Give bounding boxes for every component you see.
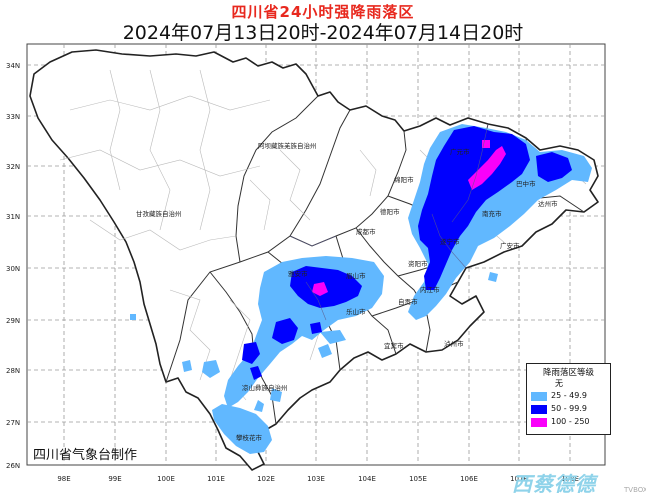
map-period: 2024年07月13日20时-2024年07月14日20时 — [122, 22, 524, 44]
lon-label: 100E — [157, 475, 175, 483]
place-label: 成都市 — [356, 227, 376, 236]
lat-label: 31N — [6, 213, 20, 221]
legend-swatch-none — [531, 379, 547, 388]
place-label: 南充市 — [482, 209, 502, 218]
place-label: 自贡市 — [398, 297, 418, 306]
lon-label: 101E — [207, 475, 225, 483]
legend: 降雨落区等级 无 25 - 49.9 50 - 99.9 100 - 250 — [526, 363, 611, 435]
place-label: 宜宾市 — [384, 341, 404, 350]
place-label: 阿坝藏族羌族自治州 — [258, 141, 317, 150]
lat-label: 30N — [6, 265, 20, 273]
place-label: 眉山市 — [346, 271, 366, 280]
place-label: 乐山市 — [346, 307, 366, 316]
legend-swatch-magenta — [531, 418, 547, 427]
legend-item: 25 - 49.9 — [531, 391, 609, 402]
legend-item: 100 - 250 — [531, 417, 609, 428]
lat-label: 34N — [6, 62, 20, 70]
place-label: 攀枝花市 — [236, 433, 263, 442]
lon-label: 106E — [460, 475, 478, 483]
legend-label: 100 - 250 — [551, 417, 590, 426]
lat-label: 32N — [6, 163, 20, 171]
watermark-small: TVBOX — [624, 486, 646, 494]
legend-label: 50 - 99.9 — [551, 404, 587, 413]
map-title: 四川省24小时强降雨落区 — [231, 3, 415, 21]
lat-label: 26N — [6, 462, 20, 470]
lon-label: 99E — [108, 475, 121, 483]
lon-label: 108E — [561, 475, 579, 483]
legend-title: 降雨落区等级 — [542, 368, 594, 378]
lon-label: 104E — [358, 475, 376, 483]
place-label: 达州市 — [538, 199, 558, 208]
watermark-logo: 西蔡德德 — [512, 472, 596, 496]
place-label: 资阳市 — [408, 259, 428, 268]
place-label: 内江市 — [420, 285, 440, 294]
place-label: 广元市 — [450, 147, 470, 156]
lon-label: 107E — [510, 475, 528, 483]
legend-label: 无 — [555, 379, 563, 388]
place-label: 德阳市 — [380, 207, 400, 216]
lon-label: 103E — [307, 475, 325, 483]
rain-area-50-99.9 — [242, 126, 572, 380]
lat-label: 27N — [6, 419, 20, 427]
legend-item: 50 - 99.9 — [531, 404, 609, 415]
lat-label: 28N — [6, 367, 20, 375]
place-label: 遂宁市 — [440, 237, 460, 246]
place-label: 凉山彝族自治州 — [242, 383, 288, 392]
lon-label: 105E — [409, 475, 427, 483]
rain-area-100-250 — [312, 140, 506, 296]
lon-label: 98E — [57, 475, 70, 483]
place-label: 绵阳市 — [394, 175, 414, 184]
legend-swatch-light-blue — [531, 392, 547, 401]
lat-label: 29N — [6, 317, 20, 325]
lat-label: 33N — [6, 113, 20, 121]
place-label: 巴中市 — [516, 179, 536, 188]
place-label: 广安市 — [500, 241, 520, 250]
agency-credit: 四川省气象台制作 — [33, 448, 138, 463]
place-label: 雅安市 — [288, 269, 308, 278]
lon-label: 102E — [257, 475, 275, 483]
legend-swatch-blue — [531, 405, 547, 414]
place-label: 甘孜藏族自治州 — [136, 209, 182, 218]
place-label: 泸州市 — [444, 339, 464, 348]
legend-item: 无 — [531, 379, 609, 389]
legend-label: 25 - 49.9 — [551, 391, 587, 400]
